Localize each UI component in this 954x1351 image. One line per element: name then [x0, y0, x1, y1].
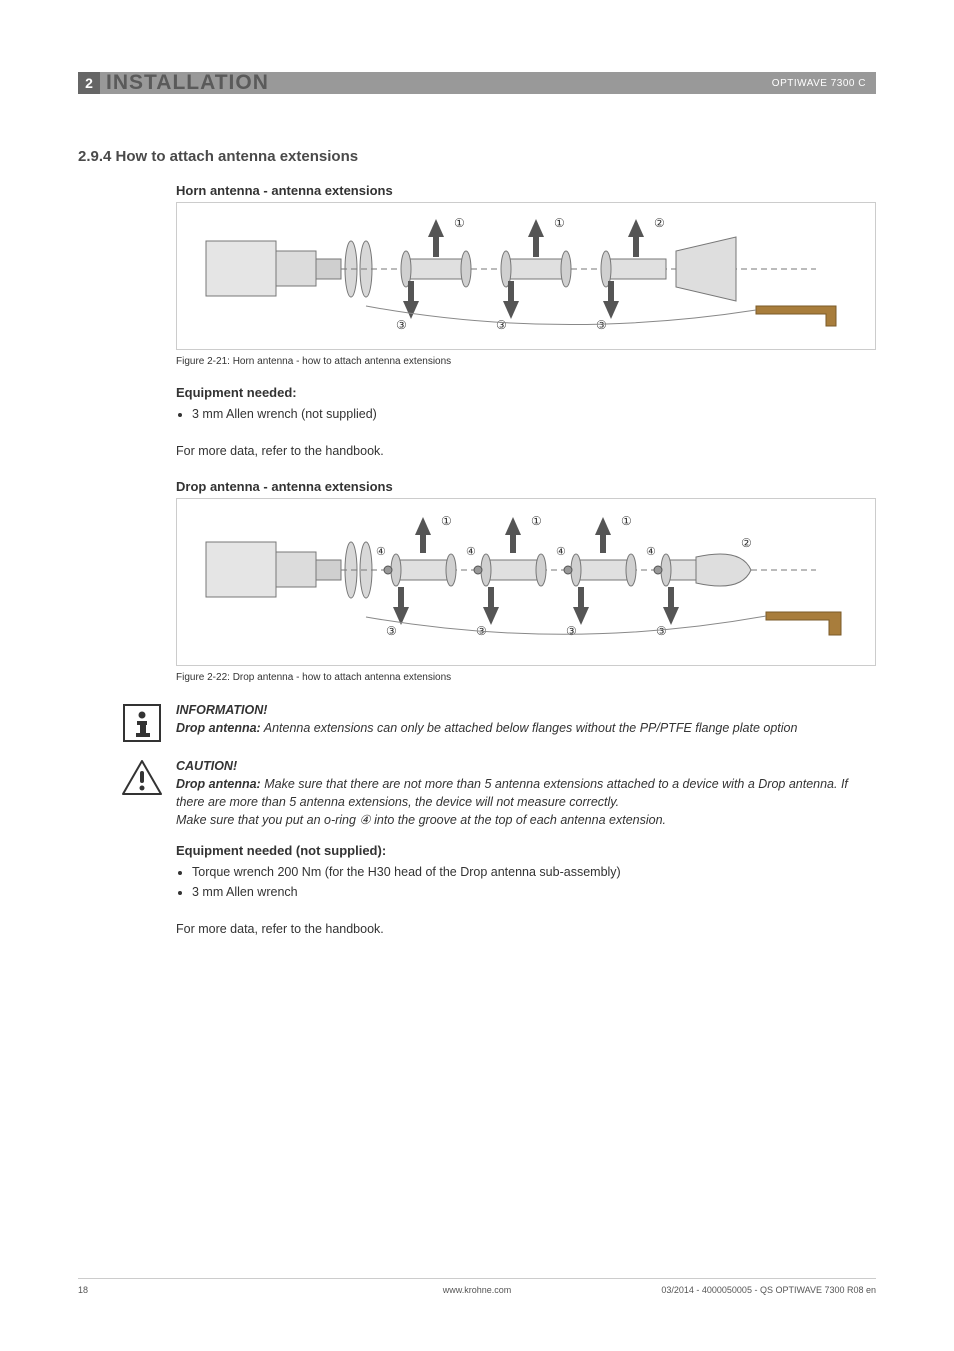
drop-caption: Figure 2-22: Drop antenna - how to attac…: [176, 672, 876, 683]
page-number: 18: [78, 1285, 88, 1295]
footer-doc: 03/2014 - 4000050005 - QS OPTIWAVE 7300 …: [661, 1285, 876, 1295]
svg-text:②: ②: [654, 216, 665, 230]
svg-text:①: ①: [454, 216, 465, 230]
info-lead: Drop antenna:: [176, 721, 261, 735]
list-item: Torque wrench 200 Nm (for the H30 head o…: [192, 862, 876, 882]
page-footer: 18 www.krohne.com 03/2014 - 4000050005 -…: [78, 1278, 876, 1295]
caution-icon: [118, 757, 166, 830]
drop-diagram: ① ④ ③ ① ④ ③ ①: [185, 507, 867, 657]
drop-heading: Drop antenna - antenna extensions: [176, 479, 876, 494]
caution-note: CAUTION! Drop antenna: Make sure that th…: [78, 757, 876, 830]
drop-equipment-heading: Equipment needed (not supplied):: [176, 843, 876, 858]
caution-text1: Make sure that there are not more than 5…: [176, 777, 848, 809]
svg-text:③: ③: [386, 624, 397, 638]
footer-url: www.krohne.com: [443, 1285, 512, 1295]
caution-text2: Make sure that you put an o-ring ④ into …: [176, 811, 876, 829]
header-bar: 2 INSTALLATION OPTIWAVE 7300 C: [78, 72, 876, 94]
svg-text:④: ④: [646, 546, 656, 558]
list-item: 3 mm Allen wrench (not supplied): [192, 404, 876, 424]
horn-more-data: For more data, refer to the handbook.: [176, 442, 876, 461]
horn-equipment-heading: Equipment needed:: [176, 385, 876, 400]
svg-text:③: ③: [656, 624, 667, 638]
information-note: INFORMATION! Drop antenna: Antenna exten…: [78, 701, 876, 743]
drop-more-data: For more data, refer to the handbook.: [176, 920, 876, 939]
horn-diagram: ① ③ ① ③ ②: [185, 211, 867, 341]
svg-text:④: ④: [376, 546, 386, 558]
svg-text:③: ③: [566, 624, 577, 638]
svg-text:①: ①: [441, 514, 452, 528]
list-item: 3 mm Allen wrench: [192, 882, 876, 902]
chapter-title: INSTALLATION: [106, 71, 269, 95]
horn-equipment-list: 3 mm Allen wrench (not supplied): [176, 404, 876, 424]
info-title: INFORMATION!: [176, 701, 876, 719]
svg-text:③: ③: [596, 318, 607, 332]
svg-text:①: ①: [621, 514, 632, 528]
info-text: Antenna extensions can only be attached …: [261, 721, 798, 735]
svg-text:④: ④: [556, 546, 566, 558]
info-icon: [118, 701, 166, 743]
drop-equipment-list: Torque wrench 200 Nm (for the H30 head o…: [176, 862, 876, 902]
horn-caption: Figure 2-21: Horn antenna - how to attac…: [176, 356, 876, 367]
svg-text:①: ①: [554, 216, 565, 230]
figure-horn: ① ③ ① ③ ②: [176, 202, 876, 350]
product-name: OPTIWAVE 7300 C: [772, 78, 876, 89]
figure-drop: ① ④ ③ ① ④ ③ ①: [176, 498, 876, 666]
svg-text:②: ②: [741, 536, 752, 550]
caution-lead: Drop antenna:: [176, 777, 261, 791]
svg-text:④: ④: [466, 546, 476, 558]
chapter-number-box: 2: [78, 72, 100, 94]
page-content: 2.9.4 How to attach antenna extensions H…: [78, 148, 876, 957]
caution-title: CAUTION!: [176, 757, 876, 775]
svg-text:③: ③: [396, 318, 407, 332]
section-heading: 2.9.4 How to attach antenna extensions: [78, 148, 876, 165]
horn-heading: Horn antenna - antenna extensions: [176, 183, 876, 198]
svg-text:①: ①: [531, 514, 542, 528]
svg-text:③: ③: [496, 318, 507, 332]
